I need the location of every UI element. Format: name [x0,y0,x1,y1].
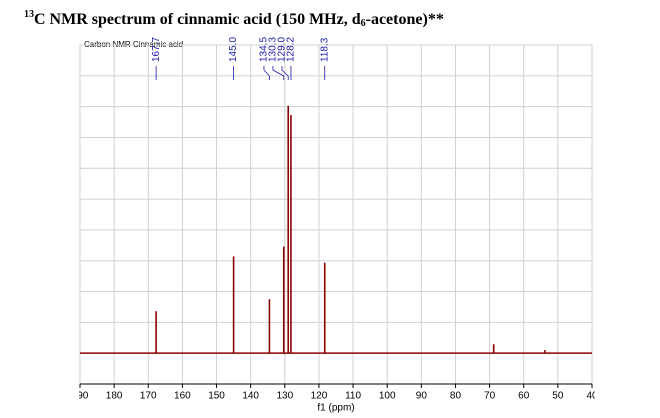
x-tick-label: 70 [484,391,496,402]
title-main: C NMR spectrum of cinnamic acid (150 MHz… [34,11,361,28]
peak-label: 118.3 [319,37,330,62]
x-axis-label: f1 (ppm) [317,403,354,414]
x-tick-label: 50 [552,391,564,402]
peak-connector [263,66,270,80]
peak-label: 134.5 [259,37,270,62]
chart-title: 13C NMR spectrum of cinnamic acid (150 M… [24,9,444,29]
peak-connector [272,66,285,80]
x-tick-label: 170 [140,391,157,402]
x-tick-label: 110 [345,391,361,402]
x-tick-label: 80 [450,391,462,402]
x-tick-label: 120 [311,391,328,402]
title-sub: 6 [361,18,366,29]
x-ticks: 190 180 170 160 150 140 130 120 110 100 90 80 70 60 50… [72,391,598,402]
peak-label: 129.0 [277,37,288,62]
peak-label: 128.2 [286,37,297,62]
x-tick-label: 140 [242,391,259,402]
peak-label: 130.3 [268,37,279,62]
x-tick-label: 90 [416,391,428,402]
x-tick-label: 60 [518,391,530,402]
x-tick-label: 40 [586,391,598,402]
x-tick-label: 150 [208,391,225,402]
x-tick-label: 130 [276,391,293,402]
peak-connector [281,66,289,80]
peak-label: 145.0 [228,37,239,62]
title-end: -acetone)** [366,11,444,28]
x-tick-label: 180 [106,391,123,402]
title-sup: 13 [24,9,34,20]
x-tick-label: 100 [379,391,396,402]
x-tick-label: 190 [72,391,89,402]
peak-label: 167.7 [151,37,162,62]
x-tick-label: 160 [174,391,191,402]
